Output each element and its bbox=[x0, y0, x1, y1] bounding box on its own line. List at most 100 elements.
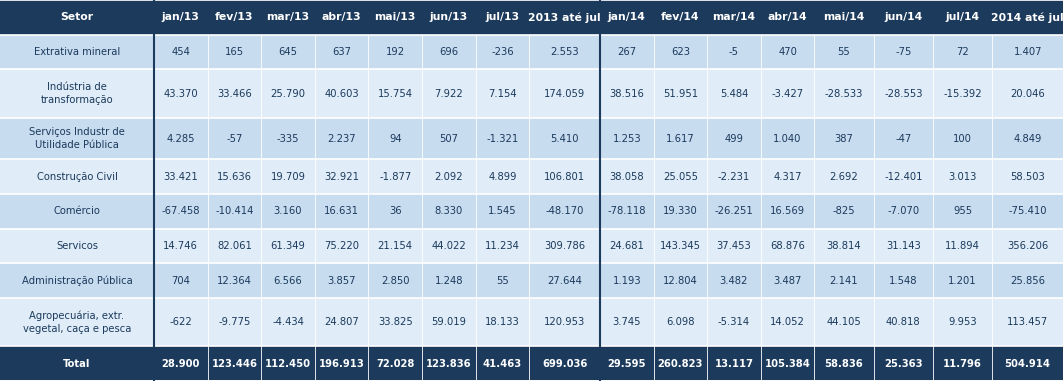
Bar bbox=[0, 346, 154, 381]
Text: 38.516: 38.516 bbox=[609, 88, 644, 99]
Text: -12.401: -12.401 bbox=[884, 172, 923, 182]
Bar bbox=[261, 0, 315, 35]
Bar bbox=[814, 346, 874, 381]
Text: 645: 645 bbox=[279, 47, 298, 57]
Text: 5.484: 5.484 bbox=[720, 88, 748, 99]
Text: -47: -47 bbox=[895, 134, 911, 144]
Bar bbox=[529, 35, 600, 69]
Text: 3.857: 3.857 bbox=[327, 275, 356, 285]
Bar bbox=[207, 0, 261, 35]
Text: jun/13: jun/13 bbox=[429, 12, 468, 22]
Text: -28.533: -28.533 bbox=[825, 88, 863, 99]
Text: -2.231: -2.231 bbox=[718, 172, 750, 182]
Text: 12.364: 12.364 bbox=[217, 275, 252, 285]
Bar bbox=[261, 229, 315, 263]
Text: 123.446: 123.446 bbox=[212, 359, 257, 369]
Text: 40.818: 40.818 bbox=[885, 317, 921, 327]
Text: 37.453: 37.453 bbox=[716, 241, 752, 251]
Bar bbox=[475, 118, 529, 159]
Text: -7.070: -7.070 bbox=[888, 206, 919, 216]
Text: 267: 267 bbox=[618, 47, 637, 57]
Bar bbox=[422, 194, 475, 229]
Bar bbox=[600, 194, 654, 229]
Text: 4.899: 4.899 bbox=[488, 172, 517, 182]
Bar bbox=[0, 118, 154, 159]
Bar bbox=[814, 35, 874, 69]
Bar bbox=[600, 0, 654, 35]
Bar bbox=[707, 229, 761, 263]
Bar bbox=[992, 263, 1063, 298]
Bar bbox=[933, 263, 992, 298]
Bar bbox=[654, 346, 707, 381]
Bar bbox=[992, 298, 1063, 346]
Text: 33.421: 33.421 bbox=[164, 172, 198, 182]
Text: 7.154: 7.154 bbox=[488, 88, 517, 99]
Text: 260.823: 260.823 bbox=[658, 359, 703, 369]
Text: jul/14: jul/14 bbox=[946, 12, 980, 22]
Text: 11.234: 11.234 bbox=[485, 241, 520, 251]
Text: 6.098: 6.098 bbox=[667, 317, 694, 327]
Text: -28.553: -28.553 bbox=[884, 88, 923, 99]
Bar bbox=[422, 118, 475, 159]
Text: 14.052: 14.052 bbox=[770, 317, 805, 327]
Bar bbox=[475, 159, 529, 194]
Bar bbox=[207, 194, 261, 229]
Text: 20.046: 20.046 bbox=[1010, 88, 1045, 99]
Bar bbox=[261, 194, 315, 229]
Bar bbox=[874, 118, 933, 159]
Text: 196.913: 196.913 bbox=[319, 359, 365, 369]
Text: 3.487: 3.487 bbox=[774, 275, 802, 285]
Text: jul/13: jul/13 bbox=[486, 12, 520, 22]
Bar bbox=[315, 118, 369, 159]
Text: Servicos: Servicos bbox=[56, 241, 98, 251]
Bar bbox=[814, 298, 874, 346]
Text: 2.850: 2.850 bbox=[381, 275, 409, 285]
Text: 1.253: 1.253 bbox=[612, 134, 641, 144]
Bar bbox=[600, 346, 654, 381]
Text: 113.457: 113.457 bbox=[1007, 317, 1048, 327]
Bar bbox=[154, 194, 207, 229]
Bar bbox=[369, 69, 422, 118]
Text: 82.061: 82.061 bbox=[217, 241, 252, 251]
Text: 704: 704 bbox=[171, 275, 190, 285]
Bar bbox=[761, 69, 814, 118]
Bar bbox=[261, 69, 315, 118]
Text: 13.117: 13.117 bbox=[714, 359, 754, 369]
Bar bbox=[707, 194, 761, 229]
Bar bbox=[154, 118, 207, 159]
Bar bbox=[0, 298, 154, 346]
Text: 1.248: 1.248 bbox=[435, 275, 463, 285]
Bar bbox=[154, 69, 207, 118]
Text: 31.143: 31.143 bbox=[885, 241, 921, 251]
Text: 2.092: 2.092 bbox=[435, 172, 463, 182]
Bar bbox=[369, 35, 422, 69]
Bar bbox=[0, 0, 154, 35]
Text: -15.392: -15.392 bbox=[943, 88, 982, 99]
Bar bbox=[315, 0, 369, 35]
Text: 40.603: 40.603 bbox=[324, 88, 359, 99]
Bar bbox=[261, 263, 315, 298]
Bar bbox=[874, 194, 933, 229]
Bar bbox=[761, 263, 814, 298]
Text: Total: Total bbox=[64, 359, 90, 369]
Text: 14.746: 14.746 bbox=[164, 241, 198, 251]
Text: 72: 72 bbox=[957, 47, 969, 57]
Bar bbox=[529, 298, 600, 346]
Bar bbox=[207, 118, 261, 159]
Bar bbox=[992, 346, 1063, 381]
Bar bbox=[154, 35, 207, 69]
Text: 15.636: 15.636 bbox=[217, 172, 252, 182]
Text: Administração Pública: Administração Pública bbox=[21, 275, 133, 286]
Text: 5.410: 5.410 bbox=[551, 134, 579, 144]
Text: 59.019: 59.019 bbox=[432, 317, 467, 327]
Text: 3.482: 3.482 bbox=[720, 275, 748, 285]
Text: 19.709: 19.709 bbox=[270, 172, 305, 182]
Text: 36: 36 bbox=[389, 206, 402, 216]
Bar bbox=[154, 298, 207, 346]
Text: Setor: Setor bbox=[61, 12, 94, 22]
Bar bbox=[315, 35, 369, 69]
Bar bbox=[475, 35, 529, 69]
Bar bbox=[600, 69, 654, 118]
Bar bbox=[261, 298, 315, 346]
Text: 15.754: 15.754 bbox=[377, 88, 412, 99]
